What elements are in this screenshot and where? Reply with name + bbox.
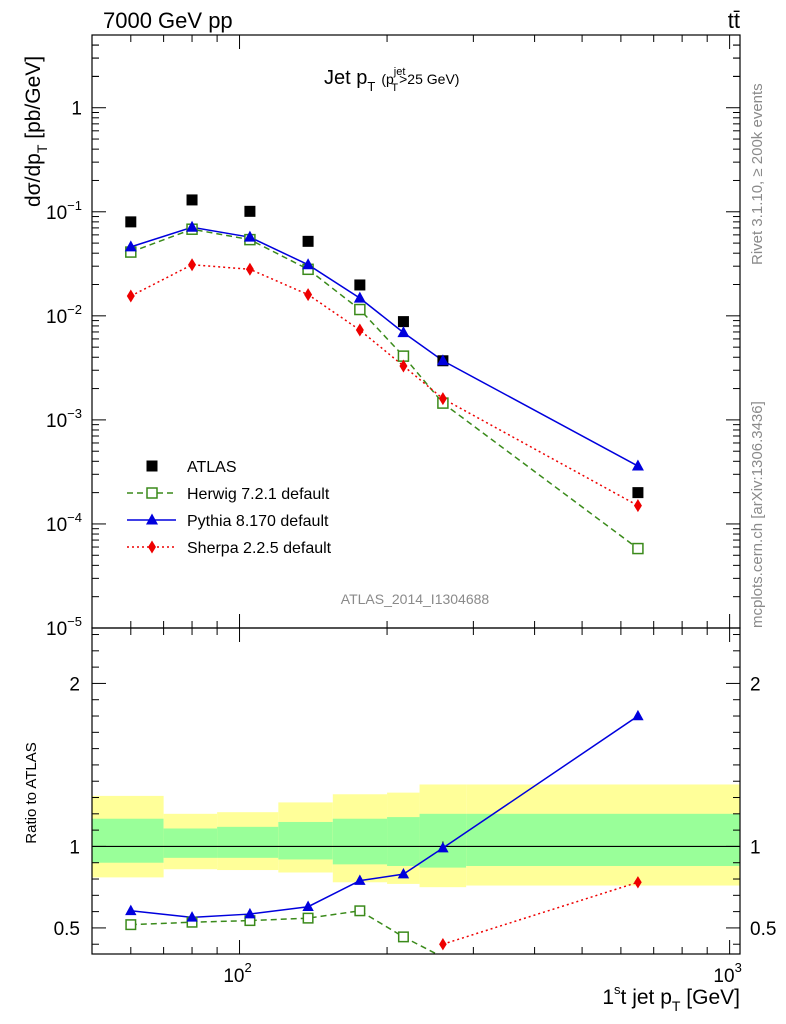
uncertainty-band-inner xyxy=(217,826,279,858)
ratio-point-pythia-8-170-default xyxy=(125,904,137,916)
y-tick-label: 10−5 xyxy=(46,614,82,640)
point-atlas xyxy=(302,235,314,247)
ratio-line-sherpa-2-2-5-default xyxy=(442,881,639,945)
point-sherpa-2-2-5-default xyxy=(188,258,197,272)
ratio-line-herwig-7-2-1-default xyxy=(130,910,439,954)
ratio-marks xyxy=(92,709,740,954)
point-pythia-8-170-default xyxy=(302,258,315,270)
point-herwig-7-2-1-default xyxy=(354,303,366,316)
header-right: tt̄ xyxy=(728,8,740,33)
ratio-point-pythia-8-170-default xyxy=(302,900,314,912)
point-pythia-8-170-default xyxy=(397,326,410,338)
uncertainty-band-inner xyxy=(278,821,333,860)
point-atlas xyxy=(244,205,256,217)
legend-marker xyxy=(148,540,156,554)
point-sherpa-2-2-5-default xyxy=(438,392,447,406)
ratio-point-herwig-7-2-1-default xyxy=(397,931,409,943)
ratio-xlabel: 1st jet pT [GeV] xyxy=(602,982,740,1014)
point-pythia-8-170-default xyxy=(436,354,449,366)
line-sherpa-2-2-5-default xyxy=(130,263,639,507)
point-pythia-8-170-default xyxy=(353,291,366,303)
ratio-y-tick-label-right: 0.5 xyxy=(750,919,776,940)
ratio-line-pythia-8-170-default xyxy=(130,715,639,919)
point-atlas xyxy=(397,316,409,328)
ratio-y-tick-label-right: 2 xyxy=(750,674,761,695)
point-atlas xyxy=(125,216,137,228)
point-sherpa-2-2-5-default xyxy=(633,499,642,513)
legend-label: Sherpa 2.2.5 default xyxy=(187,540,332,557)
mcplots-label: mcplots.cern.ch [arXiv:1306.3436] xyxy=(749,401,766,628)
main-panel: 1 10−1 10−2 10−3 10−4 10−5 Jet pT (pjet T>25 Ge… xyxy=(22,34,741,640)
point-herwig-7-2-1-default xyxy=(632,542,644,555)
ratio-point-pythia-8-170-default xyxy=(186,911,198,922)
ratio-point-pythia-8-170-default xyxy=(244,907,256,919)
uncertainty-band-inner xyxy=(332,818,388,865)
ratio-y-tick-label: 2 xyxy=(69,674,80,695)
y-tick-label: 1 xyxy=(71,99,82,120)
main-ylabel: dσ/dpT [pb/GeV] xyxy=(22,56,50,207)
ratio-panel: 0.5 0.5 1 1 2 2 102 103 Ratio to ATLAS 1st jet … xyxy=(23,627,776,1014)
ratio-axes: 0.5 0.5 1 1 2 2 102 103 xyxy=(54,628,776,987)
ratio-point-herwig-7-2-1-default xyxy=(354,905,366,917)
uncertainty-band-inner xyxy=(466,813,740,866)
legend-marker xyxy=(146,487,158,499)
legend-label: Pythia 8.170 default xyxy=(187,513,329,530)
point-sherpa-2-2-5-default xyxy=(304,288,313,302)
legend-label: Herwig 7.2.1 default xyxy=(187,486,330,503)
ratio-point-pythia-8-170-default xyxy=(354,874,366,885)
ratio-point-sherpa-2-2-5-default xyxy=(634,876,642,889)
point-atlas xyxy=(354,279,366,291)
line-herwig-7-2-1-default xyxy=(130,228,639,550)
ratio-series xyxy=(125,709,644,954)
main-marks xyxy=(124,194,644,555)
y-tick-label: 10−3 xyxy=(46,406,82,432)
ratio-point-pythia-8-170-default xyxy=(437,841,449,853)
y-tick-label: 10−2 xyxy=(46,302,82,328)
ratio-y-tick-label: 0.5 xyxy=(54,919,80,940)
line-pythia-8-170-default xyxy=(130,226,639,467)
point-sherpa-2-2-5-default xyxy=(399,359,408,373)
point-atlas xyxy=(632,487,644,499)
ratio-frame xyxy=(91,627,741,955)
ratio-point-pythia-8-170-default xyxy=(632,709,644,721)
point-pythia-8-170-default xyxy=(186,220,199,232)
ratio-point-pythia-8-170-default xyxy=(397,867,410,879)
point-pythia-8-170-default xyxy=(631,459,644,471)
header-left: 7000 GeV pp xyxy=(103,8,233,33)
ratio-ylabel: Ratio to ATLAS xyxy=(23,742,40,843)
ratio-point-sherpa-2-2-5-default xyxy=(439,938,447,951)
point-sherpa-2-2-5-default xyxy=(245,262,254,276)
rivet-label: Rivet 3.1.10, ≥ 200k events xyxy=(749,83,766,265)
point-atlas xyxy=(186,194,198,206)
point-sherpa-2-2-5-default xyxy=(126,289,135,303)
x-tick-label: 102 xyxy=(223,960,251,987)
ratio-y-tick-label-right: 1 xyxy=(750,837,761,858)
legend-marker xyxy=(146,460,158,472)
analysis-annotation: ATLAS_2014_I1304688 xyxy=(341,591,490,607)
legend: ATLAS Herwig 7.2.1 default Pythia 8.170 de… xyxy=(127,459,332,557)
legend-marker xyxy=(146,513,158,525)
point-pythia-8-170-default xyxy=(124,240,137,252)
point-pythia-8-170-default xyxy=(243,230,256,242)
legend-label: ATLAS xyxy=(187,459,237,476)
uncertainty-band-inner xyxy=(92,818,164,863)
point-sherpa-2-2-5-default xyxy=(355,323,364,337)
y-tick-label: 10−1 xyxy=(46,198,82,224)
main-axes: 1 10−1 10−2 10−3 10−4 10−5 xyxy=(46,34,740,640)
uncertainty-band-inner xyxy=(387,817,420,866)
y-tick-label: 10−4 xyxy=(46,510,82,536)
ratio-point-herwig-7-2-1-default xyxy=(302,912,314,924)
ratio-y-tick-label: 1 xyxy=(69,837,80,858)
main-title: Jet pT (pjet T>25 GeV) xyxy=(324,66,459,94)
uncertainty-band-inner xyxy=(163,828,218,858)
ratio-point-herwig-7-2-1-default xyxy=(125,919,137,931)
x-tick-label: 103 xyxy=(713,960,741,987)
